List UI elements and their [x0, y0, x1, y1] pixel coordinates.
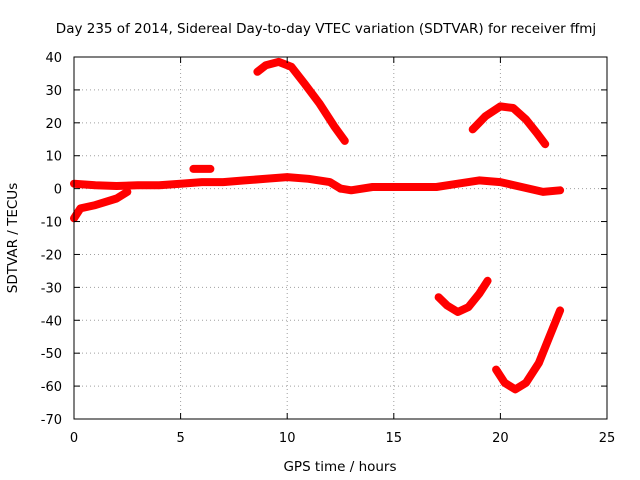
y-tick-label: -60 — [41, 380, 62, 395]
y-tick-label: -70 — [41, 413, 62, 428]
x-tick-label: 5 — [176, 431, 184, 446]
plot-frame — [73, 56, 608, 420]
grid — [74, 57, 607, 419]
y-tick-label: 30 — [45, 84, 62, 99]
series-arc-20h-upper — [468, 102, 550, 149]
y-tick-label: -50 — [41, 347, 62, 362]
chart-title: Day 235 of 2014, Sidereal Day-to-day VTE… — [56, 21, 596, 37]
y-axis-label: SDTVAR / TECUs — [5, 183, 21, 293]
x-tick-label: 20 — [492, 431, 509, 446]
series-arc-18h-lower — [434, 276, 492, 316]
series-main-trace-a — [70, 173, 345, 193]
y-tick-label: 40 — [45, 51, 62, 66]
series-arc-21h-bottom — [492, 306, 565, 394]
x-tick-label: 10 — [279, 431, 296, 446]
y-tick-label: -10 — [41, 216, 62, 231]
y-tick-label: 20 — [45, 117, 62, 132]
series-arc-9h — [253, 57, 349, 145]
y-tick-label: -30 — [41, 281, 62, 296]
series-main-trace-b — [336, 176, 565, 196]
x-tick-label: 15 — [386, 431, 403, 446]
series-initial-descent — [70, 187, 132, 223]
data-series — [70, 57, 565, 394]
y-tick-label: -20 — [41, 248, 62, 263]
y-tick-label: -40 — [41, 314, 62, 329]
x-axis-label: GPS time / hours — [283, 459, 396, 475]
y-tick-label: 0 — [54, 183, 62, 198]
ticks: 0 5 10 15 20 25 -70 -60 -50 -40 -30 -20 -10 0 10 20 30 40 — [41, 51, 616, 446]
x-tick-label: 25 — [599, 431, 616, 446]
x-tick-label: 0 — [70, 431, 78, 446]
y-tick-label: 10 — [45, 150, 62, 165]
